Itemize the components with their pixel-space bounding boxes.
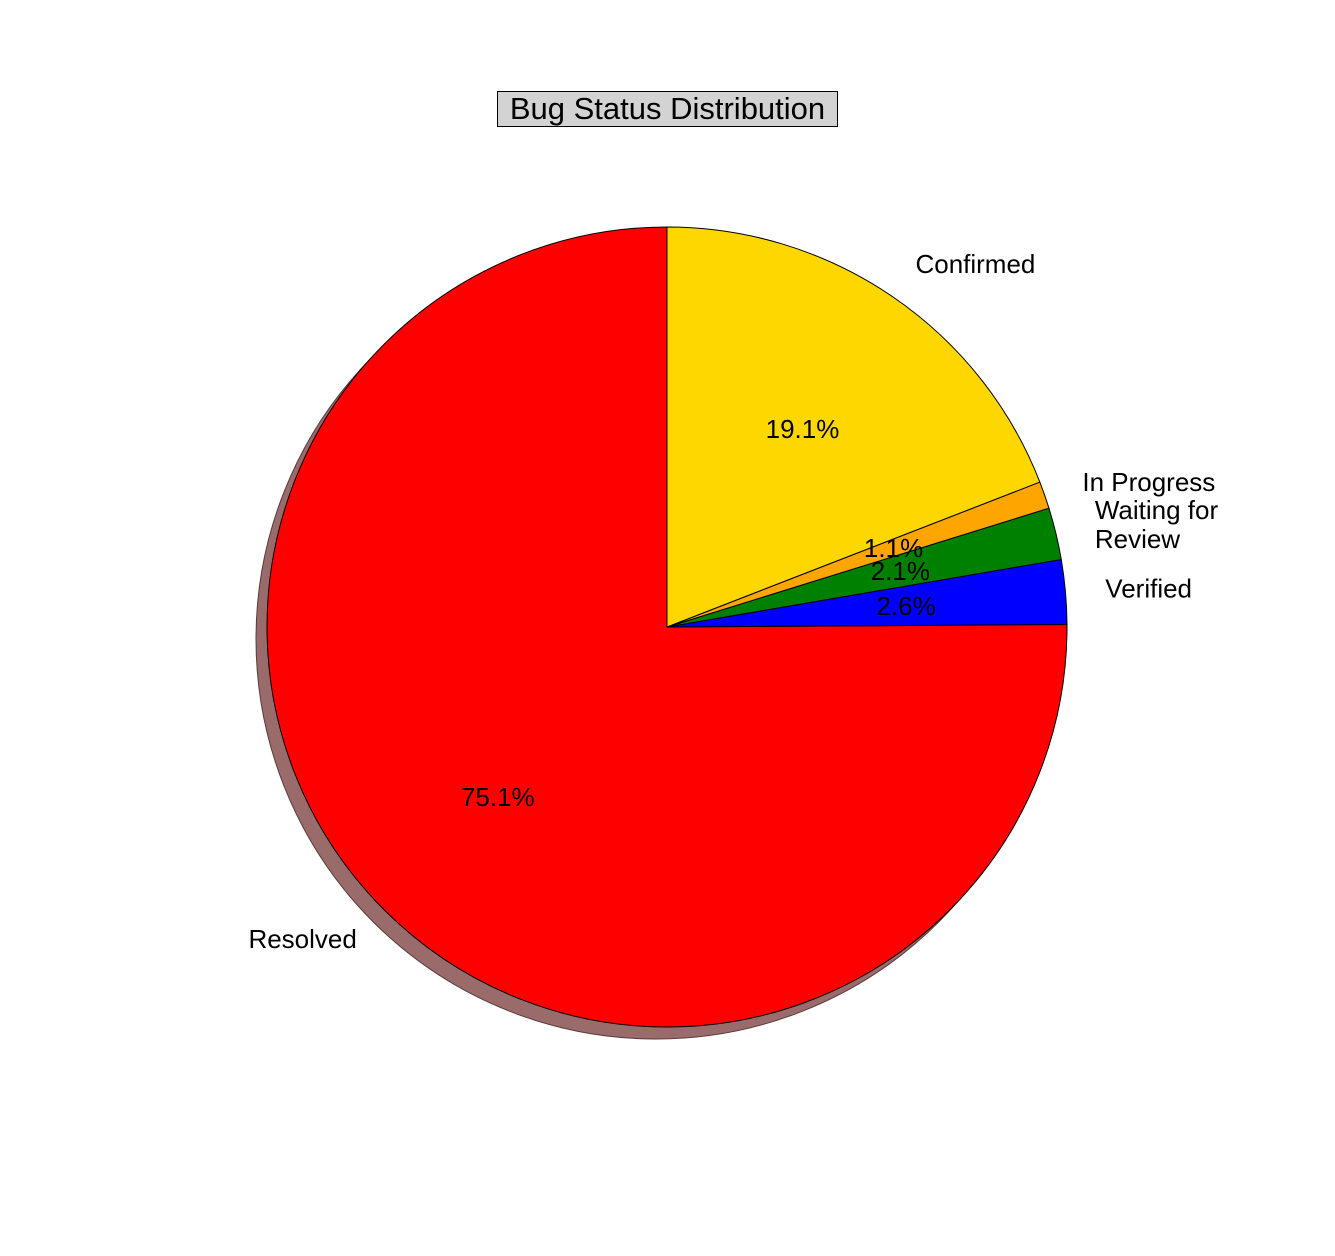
pie-labels: Resolved 75.1% Verified 2.6% Waiting for Revi… xyxy=(248,249,1218,954)
slice-pct-waiting-for-review: 2.1% xyxy=(871,556,930,586)
slice-label-in-progress: In Progress xyxy=(1082,467,1215,497)
slice-label-resolved: Resolved xyxy=(248,924,356,954)
slice-label-confirmed: Confirmed xyxy=(915,249,1035,279)
pie-slice-confirmed xyxy=(666,226,1041,628)
slice-label-waiting-for-review: Waiting for Review xyxy=(1095,495,1219,554)
slice-pct-verified: 2.6% xyxy=(876,591,935,621)
chart-title: Bug Status Distribution xyxy=(497,91,838,127)
slice-label-verified: Verified xyxy=(1105,573,1192,603)
slice-pct-in-progress: 1.1% xyxy=(864,533,923,563)
pie-slices xyxy=(266,226,1068,1028)
slice-pct-confirmed: 19.1% xyxy=(766,414,840,444)
slice-pct-resolved: 75.1% xyxy=(461,782,535,812)
